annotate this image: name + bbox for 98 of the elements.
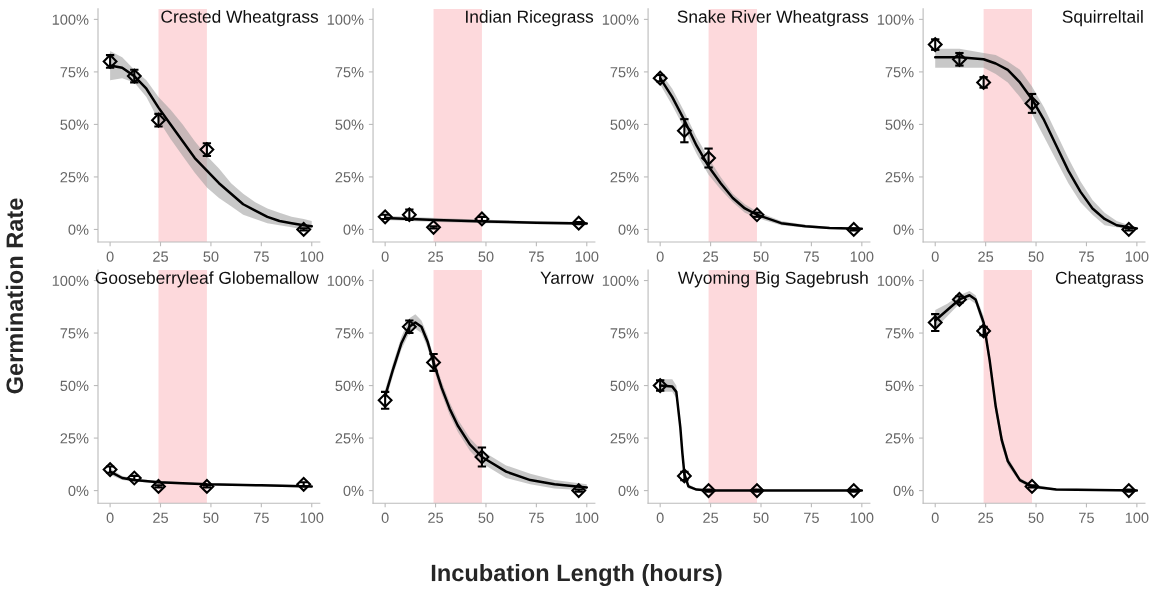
y-tick-label: 50% <box>885 380 914 391</box>
chart-title: Cheatgrass <box>1055 271 1144 288</box>
point <box>701 483 716 499</box>
y-tick-label: 25% <box>610 172 639 183</box>
y-tick-label: 100% <box>52 275 89 286</box>
y-tick-label: 50% <box>335 119 364 130</box>
y-tick-label: 50% <box>60 119 89 130</box>
x-tick-label: 75 <box>529 251 544 262</box>
y-tick-label: 25% <box>610 433 639 444</box>
x-tick-label: 25 <box>703 251 719 262</box>
x-tick-label: 0 <box>656 512 664 523</box>
chart-title: Wyoming Big Sagebrush <box>677 271 868 288</box>
y-tick-label: 100% <box>602 14 639 25</box>
y-tick-label: 25% <box>885 172 914 183</box>
point <box>652 70 668 86</box>
y-tick-label: 25% <box>335 172 364 183</box>
y-tick-label: 0% <box>618 224 639 235</box>
x-tick-label: 25 <box>153 512 169 523</box>
y-tick-label: 0% <box>893 485 914 497</box>
y-tick-label: 75% <box>885 328 914 339</box>
x-tick-label: 50 <box>203 512 219 523</box>
point <box>571 483 587 499</box>
x-tick-label: 0 <box>931 512 939 523</box>
y-tick-label: 100% <box>327 275 364 286</box>
y-tick-label: 50% <box>610 119 639 130</box>
x-tick-label: 100 <box>1125 251 1149 262</box>
x-tick-label: 50 <box>478 251 494 262</box>
y-tick-label: 25% <box>885 433 914 444</box>
x-tick-label: 75 <box>253 512 269 523</box>
y-tick-label: 25% <box>335 433 364 444</box>
x-tick-label: 75 <box>1079 251 1094 262</box>
x-tick-label: 50 <box>753 251 769 262</box>
y-tick-label: 75% <box>610 67 639 78</box>
x-tick-label: 100 <box>850 251 874 262</box>
chart-title: Squirreltail <box>1062 10 1143 27</box>
x-axis-title: Incubation Length (hours) <box>431 563 722 587</box>
chart-title: Indian Ricegrass <box>466 10 594 27</box>
y-tick-label: 0% <box>893 224 914 235</box>
x-tick-label: 75 <box>804 251 819 262</box>
x-tick-label: 25 <box>153 251 169 262</box>
x-tick-label: 0 <box>106 251 114 262</box>
y-tick-label: 0% <box>343 485 364 497</box>
y-tick-label: 0% <box>618 485 639 497</box>
point <box>1024 478 1040 494</box>
y-tick-label: 50% <box>60 380 89 391</box>
y-axis-title: Germination Rate <box>5 198 24 394</box>
y-tick-label: 50% <box>610 380 639 391</box>
x-tick-label: 100 <box>300 512 324 523</box>
y-tick-label: 50% <box>335 380 364 391</box>
x-tick-label: 100 <box>300 251 324 262</box>
y-tick-label: 100% <box>327 14 364 25</box>
y-tick-label: 75% <box>335 328 364 339</box>
y-tick-label: 75% <box>60 67 89 78</box>
y-tick-label: 50% <box>885 119 914 130</box>
chart-title: Crested Wheatgrass <box>161 10 319 27</box>
x-tick-label: 0 <box>931 251 939 262</box>
x-tick-label: 75 <box>804 512 819 523</box>
point <box>749 483 765 499</box>
y-tick-label: 0% <box>68 224 89 235</box>
y-tick-label: 75% <box>60 328 89 339</box>
x-tick-label: 25 <box>428 251 444 262</box>
x-tick-label: 0 <box>381 512 389 523</box>
x-tick-label: 75 <box>253 251 269 262</box>
y-tick-label: 25% <box>60 433 89 444</box>
x-tick-label: 50 <box>1028 251 1044 262</box>
y-tick-label: 100% <box>877 275 914 286</box>
point <box>296 222 312 237</box>
y-tick-label: 75% <box>335 67 364 78</box>
y-tick-label: 25% <box>60 172 89 183</box>
chart-title: Snake River Wheatgrass <box>677 10 869 27</box>
x-tick-label: 100 <box>1125 512 1149 523</box>
x-tick-label: 100 <box>850 512 874 523</box>
x-tick-label: 100 <box>575 251 599 262</box>
y-tick-label: 100% <box>602 275 639 286</box>
y-tick-label: 100% <box>877 14 914 25</box>
x-tick-label: 75 <box>1079 512 1094 523</box>
x-tick-label: 25 <box>978 512 994 523</box>
x-tick-label: 0 <box>656 251 664 262</box>
point <box>749 207 765 223</box>
y-tick-label: 0% <box>343 224 364 235</box>
y-tick-label: 75% <box>610 328 639 339</box>
x-tick-label: 50 <box>203 251 219 262</box>
y-tick-label: 0% <box>68 485 89 497</box>
x-tick-label: 50 <box>1028 512 1044 523</box>
x-tick-label: 25 <box>978 251 994 262</box>
x-tick-label: 50 <box>753 512 769 523</box>
x-tick-label: 0 <box>106 512 114 523</box>
x-tick-label: 25 <box>703 512 719 523</box>
chart-title: Yarrow <box>540 271 594 284</box>
point <box>676 123 692 139</box>
y-tick-label: 100% <box>52 14 89 25</box>
x-tick-label: 75 <box>529 512 544 523</box>
x-tick-label: 100 <box>575 512 599 523</box>
chart-title: Gooseberryleaf Globemallow <box>95 271 319 288</box>
y-tick-label: 75% <box>885 67 914 78</box>
x-tick-label: 25 <box>428 512 444 523</box>
x-tick-label: 0 <box>381 251 389 262</box>
x-tick-label: 50 <box>478 512 494 523</box>
